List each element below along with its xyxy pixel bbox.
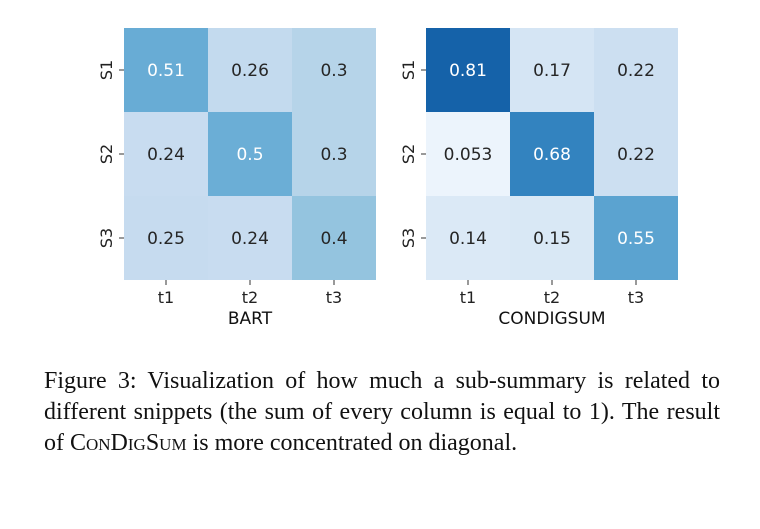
condigsum-x-axis-label: CONDIGSUM: [498, 309, 605, 329]
condigsum-cell-S1-t3: [594, 28, 678, 112]
condigsum-cell-S3-t2: [510, 196, 594, 280]
bart-cell-S3-t1: [124, 196, 208, 280]
figure-heatmaps: 0.51 0.26 0.3 0.24 0.5 0.3 0.25 0.24 0.4 S1 S2 S3 t1…: [97, 28, 678, 329]
bart-cell-label: 0.3: [320, 61, 347, 81]
bart-x-axis-label: BART: [228, 309, 273, 329]
caption-model-name: ConDigSum: [70, 430, 187, 456]
condigsum-cell-S2-t2: [510, 112, 594, 196]
figure-caption: Figure 3: Visualization of how much a su…: [44, 366, 720, 459]
bart-x-tick-label: t3: [326, 288, 342, 307]
condigsum-y-tick-label: S2: [399, 144, 418, 164]
bart-cell-label: 0.4: [320, 229, 347, 249]
bart-cell-S3-t3: [292, 196, 376, 280]
bart-cell-label: 0.24: [147, 145, 185, 165]
condigsum-cell-S1-t1: [426, 28, 510, 112]
condigsum-cell-S3-t1: [426, 196, 510, 280]
bart-cell-S1-t3: [292, 28, 376, 112]
condigsum-cell-S2-t3: [594, 112, 678, 196]
bart-y-tick-label: S1: [97, 60, 116, 80]
condigsum-cell-S3-t3: [594, 196, 678, 280]
condigsum-cell-label: 0.81: [449, 61, 487, 81]
condigsum-cell-label: 0.14: [449, 229, 487, 249]
bart-cell-S2-t3: [292, 112, 376, 196]
bart-cell-S2-t1: [124, 112, 208, 196]
bart-x-tick-label: t2: [242, 288, 258, 307]
condigsum-cell-label: 0.22: [617, 145, 655, 165]
condigsum-cell-label: 0.15: [533, 229, 571, 249]
bart-cell-S2-t2: [208, 112, 292, 196]
condigsum-cell-S1-t2: [510, 28, 594, 112]
bart-cell-label: 0.25: [147, 229, 185, 249]
bart-y-tick-label: S2: [97, 144, 116, 164]
condigsum-cell-label: 0.22: [617, 61, 655, 81]
condigsum-cell-S2-t1: [426, 112, 510, 196]
condigsum-x-tick-label: t1: [460, 288, 476, 307]
condigsum-x-tick-label: t2: [544, 288, 560, 307]
condigsum-cell-label: 0.55: [617, 229, 655, 249]
bart-cell-S3-t2: [208, 196, 292, 280]
condigsum-y-tick-label: S3: [399, 228, 418, 248]
bart-x-tick-label: t1: [158, 288, 174, 307]
condigsum-y-tick-label: S1: [399, 60, 418, 80]
bart-cell-label: 0.5: [236, 145, 263, 165]
caption-text-start: Figure 3: Visualization of how much a su…: [44, 368, 720, 456]
bart-cell-S1-t2: [208, 28, 292, 112]
condigsum-cell-label: 0.053: [444, 145, 493, 165]
bart-cell-label: 0.26: [231, 61, 269, 81]
condigsum-cell-label: 0.17: [533, 61, 571, 81]
bart-cell-label: 0.51: [147, 61, 185, 81]
condigsum-cell-label: 0.68: [533, 145, 571, 165]
bart-y-tick-label: S3: [97, 228, 116, 248]
condigsum-heatmap: 0.81 0.17 0.22 0.053 0.68 0.22 0.14 0.15 0.55 S1 S…: [399, 28, 678, 329]
bart-cell-label: 0.24: [231, 229, 269, 249]
bart-cell-S1-t1: [124, 28, 208, 112]
bart-cell-label: 0.3: [320, 145, 347, 165]
condigsum-x-tick-label: t3: [628, 288, 644, 307]
bart-heatmap: 0.51 0.26 0.3 0.24 0.5 0.3 0.25 0.24 0.4 S1 S2 S3 t1…: [97, 28, 376, 329]
caption-text-end: is more concentrated on diagonal.: [186, 430, 518, 456]
